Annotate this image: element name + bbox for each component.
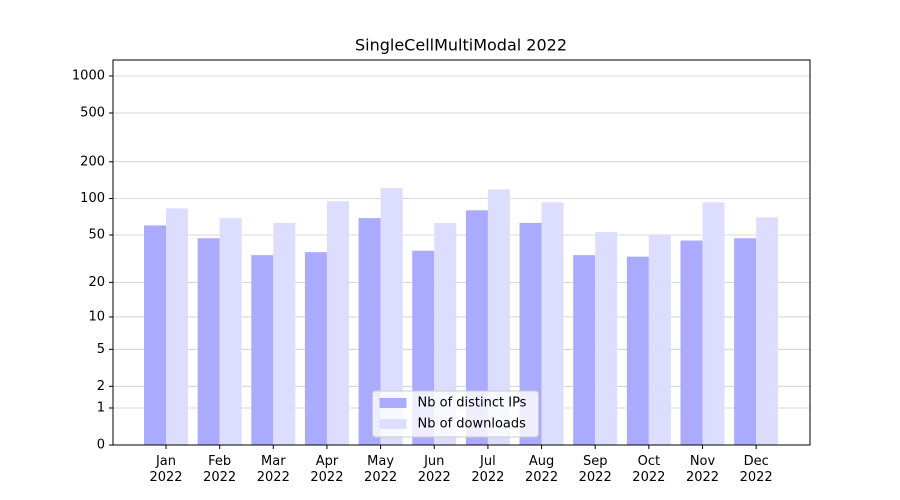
bar (197, 238, 220, 445)
bar (219, 218, 242, 445)
bar (734, 238, 757, 445)
y-tick-label: 5 (97, 342, 105, 357)
x-tick-label-line: 2022 (310, 470, 343, 485)
x-tick-label-line: 2022 (686, 470, 719, 485)
bar (648, 235, 671, 445)
x-tick-label: Aug 2022 (525, 454, 558, 485)
x-tick-label-line: Aug (529, 454, 554, 469)
x-tick-label: Oct 2022 (632, 454, 665, 485)
x-tick-label-line: Feb (208, 454, 231, 469)
chart-title: SingleCellMultiModal 2022 (355, 36, 567, 55)
bar (144, 225, 166, 445)
x-tick-label-line: 2022 (149, 470, 182, 485)
x-tick-label-line: 2022 (257, 470, 290, 485)
x-tick-label-line: Nov (690, 454, 716, 469)
bar (756, 217, 779, 445)
x-tick-label-line: Apr (316, 454, 339, 469)
y-tick-label: 1000 (72, 69, 105, 84)
x-tick-label-line: 2022 (203, 470, 236, 485)
x-tick-label-line: Mar (261, 454, 286, 469)
x-tick-label: Jan 2022 (149, 454, 182, 485)
bar (380, 187, 403, 445)
x-tick-label-line: Jun (423, 454, 444, 469)
y-tick-label: 2 (97, 379, 105, 394)
y-tick-label: 10 (88, 309, 105, 324)
bar (465, 210, 488, 445)
x-tick-label-line: 2022 (632, 470, 665, 485)
y-tick-label: 0 (97, 438, 105, 453)
x-tick-label-line: 2022 (418, 470, 451, 485)
x-tick-label: Dec 2022 (740, 454, 773, 485)
x-tick-label-line: May (367, 454, 394, 469)
bar (626, 256, 649, 445)
x-tick-label-line: 2022 (579, 470, 612, 485)
x-tick-label-line: 2022 (525, 470, 558, 485)
x-tick-label: May 2022 (364, 454, 397, 485)
y-tick-label: 20 (88, 275, 105, 290)
bar (251, 255, 274, 445)
x-tick-label: Feb 2022 (203, 454, 236, 485)
bar (680, 240, 703, 445)
x-tick-label: Mar 2022 (257, 454, 290, 485)
y-tick-label: 100 (80, 191, 105, 206)
bar (326, 201, 349, 445)
x-tick-label-line: Sep (583, 454, 608, 469)
plot-frame (112, 59, 811, 446)
x-tick-label-line: 2022 (471, 470, 504, 485)
x-tick-label: Jun 2022 (418, 454, 451, 485)
bar (304, 252, 327, 445)
x-tick-label: Jul 2022 (471, 454, 504, 485)
legend-swatch (379, 419, 407, 429)
bar (166, 208, 188, 445)
bar (595, 231, 618, 445)
x-tick-label: Apr 2022 (310, 454, 343, 485)
x-tick-label-line: Dec (744, 454, 769, 469)
y-tick-label: 200 (80, 154, 105, 169)
bar (358, 218, 381, 445)
y-tick-label: 50 (88, 228, 105, 243)
x-tick-label-line: Jan (155, 454, 176, 469)
bar (573, 255, 596, 445)
x-tick-label: Nov 2022 (686, 454, 719, 485)
y-tick-label: 500 (80, 105, 105, 120)
bar (541, 202, 564, 445)
legend-box (372, 390, 539, 438)
bar (519, 222, 542, 445)
bar (702, 202, 725, 445)
x-tick-label-line: Oct (638, 454, 660, 469)
legend-label: Nb of downloads (418, 417, 527, 432)
x-tick-label: Sep 2022 (579, 454, 612, 485)
bar (434, 222, 457, 445)
x-tick-label-line: 2022 (740, 470, 773, 485)
x-tick-label-line: 2022 (364, 470, 397, 485)
x-tick-label-line: Jul (479, 454, 496, 469)
bar (273, 222, 296, 445)
bar (487, 189, 510, 445)
y-tick-label: 1 (97, 400, 105, 415)
legend-label: Nb of distinct IPs (418, 396, 527, 411)
legend-swatch (379, 398, 407, 408)
